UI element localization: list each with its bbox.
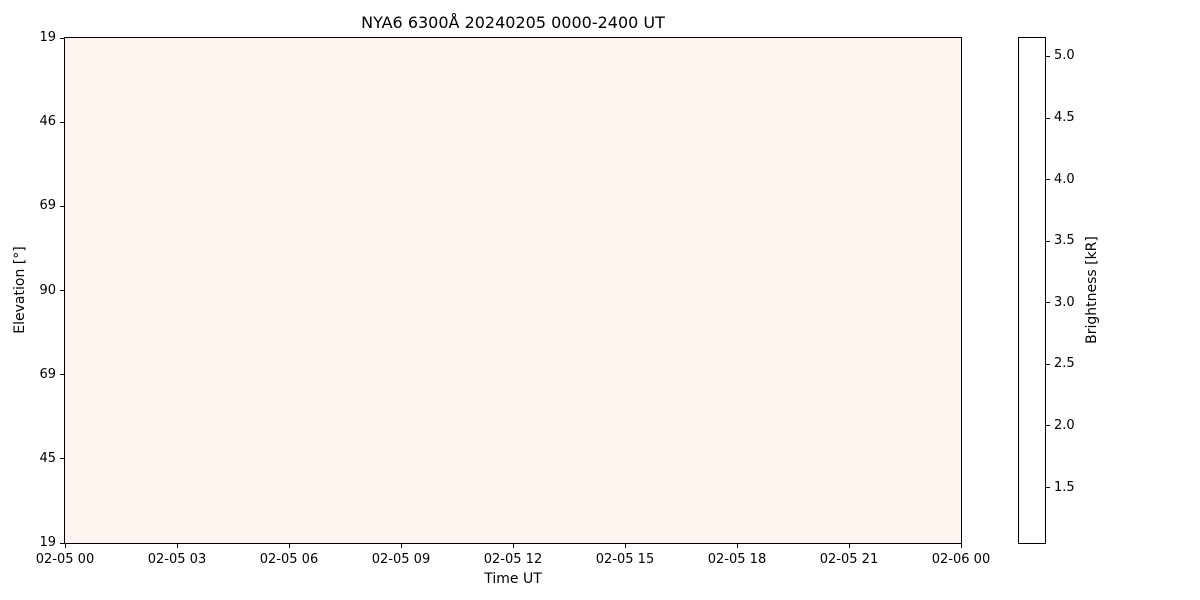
colorbar-tick-mark: [1046, 302, 1050, 304]
colorbar-tick-label: 2.5: [1054, 356, 1075, 372]
colorbar-tick-label: 4.0: [1054, 171, 1075, 187]
x-tick-mark: [736, 544, 738, 548]
y-tick-mark: [60, 121, 64, 123]
x-tick-label: 02-05 15: [595, 552, 655, 567]
colorbar-tick-mark: [1046, 179, 1050, 181]
colorbar: [1018, 37, 1046, 544]
x-tick-label: 02-05 09: [371, 552, 431, 567]
colorbar-tick-label: 5.0: [1054, 48, 1075, 64]
y-tick-mark: [60, 458, 64, 460]
colorbar-tick-label: 1.5: [1054, 479, 1075, 495]
y-tick-mark: [60, 374, 64, 376]
x-axis-label: Time UT: [484, 571, 542, 587]
x-tick-label: 02-05 21: [819, 552, 879, 567]
y-tick-mark: [60, 37, 64, 39]
x-tick-label: 02-05 06: [259, 552, 319, 567]
colorbar-tick-mark: [1046, 117, 1050, 119]
x-tick-mark: [512, 544, 514, 548]
colorbar-canvas: [1019, 38, 1045, 543]
colorbar-tick-label: 2.0: [1054, 417, 1075, 433]
colorbar-tick-mark: [1046, 55, 1050, 57]
colorbar-tick-mark: [1046, 487, 1050, 489]
colorbar-tick-mark: [1046, 425, 1050, 427]
colorbar-tick-mark: [1046, 240, 1050, 242]
y-tick-label: 69: [39, 198, 56, 214]
colorbar-tick-mark: [1046, 363, 1050, 365]
y-tick-mark: [60, 542, 64, 544]
x-tick-label: 02-05 18: [707, 552, 767, 567]
x-tick-mark: [288, 544, 290, 548]
y-tick-label: 19: [39, 30, 56, 45]
y-tick-label: 69: [39, 366, 56, 382]
y-tick-mark: [60, 290, 64, 291]
y-tick-label: 45: [39, 450, 56, 466]
colorbar-tick-label: 3.5: [1054, 233, 1075, 249]
heatmap-canvas: [65, 38, 961, 543]
x-tick-mark: [400, 544, 402, 548]
x-tick-mark: [960, 544, 962, 548]
x-tick-label: 02-05 03: [147, 552, 207, 567]
x-tick-mark: [624, 544, 626, 548]
y-tick-label: 19: [39, 535, 56, 550]
x-tick-label: 02-06 00: [931, 552, 991, 567]
colorbar-tick-label: 3.0: [1054, 294, 1075, 310]
plot-area: [64, 37, 962, 544]
x-tick-mark: [64, 544, 66, 548]
y-tick-label: 46: [39, 114, 56, 130]
x-tick-mark: [176, 544, 178, 548]
chart-title: NYA6 6300Å 20240205 0000-2400 UT: [361, 13, 665, 32]
x-tick-label: 02-05 12: [483, 552, 543, 567]
colorbar-label: Brightness [kR]: [1084, 236, 1100, 344]
x-tick-mark: [848, 544, 850, 548]
y-tick-mark: [60, 205, 64, 207]
colorbar-tick-label: 4.5: [1054, 110, 1075, 126]
x-tick-label: 02-05 00: [35, 552, 95, 567]
y-tick-label: 90: [39, 282, 56, 298]
